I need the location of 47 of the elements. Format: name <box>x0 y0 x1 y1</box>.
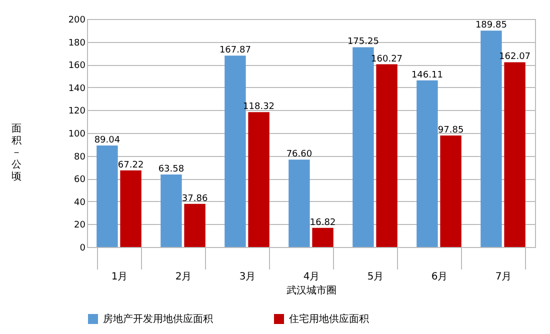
x-tick-label: 5月 <box>367 272 384 282</box>
bar <box>480 30 502 247</box>
y-tick-label: 120 <box>68 106 86 117</box>
y-tick-label: 160 <box>68 61 86 72</box>
legend-label: 住宅用地供应面积 <box>289 313 369 325</box>
x-tick-label: 4月 <box>303 272 320 282</box>
data-label: 67.22 <box>118 160 144 170</box>
x-axis-title: 武汉城市圈 <box>286 284 336 296</box>
data-label: 175.25 <box>347 37 379 48</box>
bar <box>184 204 206 247</box>
y-tick-label: 0 <box>80 244 86 254</box>
bar <box>504 62 526 247</box>
bar <box>288 160 310 247</box>
data-label: 63.58 <box>158 164 184 175</box>
x-tick-label: 3月 <box>239 272 256 282</box>
bar <box>376 64 398 247</box>
bar <box>248 112 270 247</box>
y-tick-label: 40 <box>74 198 86 208</box>
bar <box>160 174 182 247</box>
bar <box>120 170 142 247</box>
bar <box>416 80 438 247</box>
data-label: 89.04 <box>94 135 120 146</box>
data-label: 97.85 <box>438 125 464 136</box>
y-tick-label: 180 <box>68 38 86 48</box>
y-tick-label: 80 <box>74 152 86 162</box>
bar <box>312 228 334 247</box>
data-label: 146.11 <box>411 70 443 80</box>
y-tick-label: 100 <box>68 130 86 140</box>
bar <box>440 135 462 247</box>
y-tick-label: 200 <box>68 16 86 26</box>
data-label: 76.60 <box>286 150 312 160</box>
x-tick-label: 6月 <box>431 272 448 282</box>
x-tick-label: 7月 <box>495 272 512 282</box>
y-tick-label: 20 <box>74 220 86 231</box>
data-label: 167.87 <box>219 46 251 56</box>
bar <box>96 145 118 247</box>
x-tick-label: 1月 <box>111 272 128 282</box>
data-label: 37.86 <box>182 194 208 204</box>
y-tick-label: 60 <box>74 175 86 186</box>
y-axis-title: 面积－公顷 <box>11 124 22 182</box>
bar <box>352 47 374 247</box>
data-label: 189.85 <box>475 20 507 31</box>
legend-label: 房地产开发用地供应面积 <box>103 313 213 325</box>
data-label: 16.82 <box>310 218 336 228</box>
x-tick-label: 2月 <box>175 272 192 282</box>
bar <box>224 56 246 247</box>
y-tick-label: 140 <box>68 84 86 94</box>
